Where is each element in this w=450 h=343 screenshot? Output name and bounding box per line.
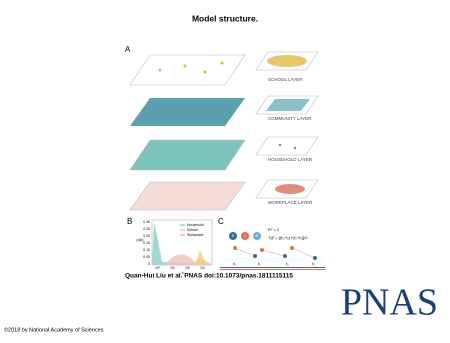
footer: ©2018 by National Academy of Sciences [4,326,104,333]
x-tick: 10¹ [170,266,176,270]
x-tick: 10² [185,266,191,270]
node [203,70,207,74]
x-tick: 10³ [200,266,206,270]
formula: Tg⁰ = [(t₁−t₀)+(t₃−t₀)]/2 [268,235,308,240]
edge [261,249,286,257]
node [253,254,257,258]
x-tick: 10⁰ [155,266,161,270]
y-tick: 0.05 [143,255,150,259]
node [278,143,282,147]
panel-label: B [127,217,132,226]
panel-c: C S I R R⁰ = 2 Tg⁰ = [(t₁−t₀)+(t₃−t₀)]/2… [218,217,325,270]
school-cluster [267,55,307,67]
household-layer [129,139,246,171]
legend-label: Household [187,223,204,227]
y-tick: 0.20 [143,234,150,238]
time-label: t₀ [233,261,236,266]
y-tick: 0.25 [143,227,150,231]
caption: Quan-Hui Liu et al. PNAS doi:10.1073/pna… [125,273,293,280]
state-i [241,232,249,240]
school-layer [129,54,246,86]
node [283,254,287,258]
legend-label: School [187,228,198,232]
node [220,61,224,65]
time-label: t₁ [258,261,261,266]
x-label: k [182,271,184,275]
state-r [253,232,261,240]
slide-title: Model structure. [192,13,258,23]
node [293,146,297,150]
formula: R⁰ = 2 [268,227,280,232]
node [233,246,237,250]
panel-a: A SCHOOL LAYER COMMUNITY LAYER HOUSEHOLD… [125,45,319,211]
community-layer [130,98,245,126]
legend-label: Workplace [187,233,204,237]
node [260,248,264,252]
y-tick: 0.15 [143,241,150,245]
workplace-layer [129,181,246,211]
state-label: S [232,233,235,238]
node [290,246,294,250]
node [158,68,162,72]
state-label: R [256,233,259,238]
y-tick: 0 [148,262,150,266]
state-s [229,232,237,240]
state-label: I [244,233,245,238]
timeline [220,269,325,270]
node [183,64,187,68]
edge [234,247,256,257]
time-label: t₂ [286,261,289,266]
household-inset [255,136,319,156]
node [313,256,317,260]
logo: PNAS [341,282,438,324]
layer-label: WORKPLACE LAYER [268,200,313,205]
layer-label: COMMUNITY LAYER [268,116,312,121]
y-label: p(k) [137,237,145,242]
household-curve [152,222,212,265]
school-curve [195,250,212,265]
panel-b: B p(k) 0.30 0.25 0.20 0.15 0.10 0.05 0 1… [127,217,213,275]
y-tick: 0.10 [143,248,150,252]
timeline [220,267,325,268]
time-label: t₃ [312,261,315,266]
panel-label: C [218,217,224,226]
community-cluster [266,99,310,111]
y-tick: 0.30 [143,220,150,224]
layer-label: SCHOOL LAYER [268,77,303,82]
workplace-cluster [275,184,305,194]
panel-label: A [125,45,131,54]
layer-label: HOUSEHOLD LAYER [268,157,313,162]
edge [291,247,316,259]
